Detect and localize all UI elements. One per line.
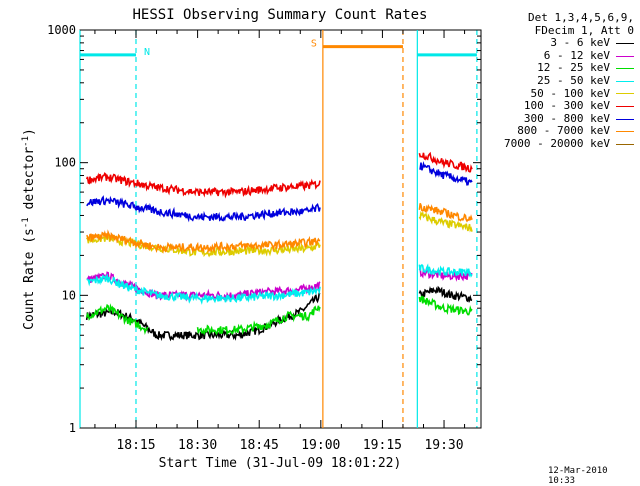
legend-label: 300 - 800 keV — [523, 111, 610, 125]
legend-swatch — [616, 131, 634, 133]
legend-label: 7000 - 20000 keV — [504, 136, 610, 150]
y-tick-label: 10 — [62, 288, 76, 302]
legend-item: 300 - 800 keV — [484, 111, 634, 126]
series-line — [418, 295, 473, 316]
series-line — [418, 263, 473, 278]
series-line — [86, 195, 321, 223]
series-line — [196, 305, 321, 336]
chart-title: HESSI Observing Summary Count Rates — [132, 7, 427, 23]
legend-label: 12 - 25 keV — [537, 61, 610, 75]
legend-item: 25 - 50 keV — [484, 73, 634, 88]
legend-item: 7000 - 20000 keV — [484, 136, 634, 151]
x-tick-label: 18:15 — [116, 438, 155, 453]
legend-item: 6 - 12 keV — [484, 48, 634, 63]
generation-timestamp: 12-Mar-2010 10:33 — [548, 466, 608, 486]
annotation-label: S — [311, 39, 317, 50]
x-tick-label: 19:30 — [424, 438, 463, 453]
annotation-layer: NS — [79, 30, 478, 428]
series-line — [86, 229, 321, 254]
legend-swatch — [616, 68, 634, 70]
legend-label: 100 - 300 keV — [523, 99, 610, 113]
series-layer — [85, 151, 473, 342]
legend-label: 800 - 7000 keV — [517, 124, 610, 138]
legend-swatch — [616, 80, 634, 82]
series-line — [418, 285, 473, 304]
legend-label: 25 - 50 keV — [537, 73, 610, 87]
legend-item: 3 - 6 keV — [484, 37, 634, 50]
tick-layer: 1 10 100 1000 18:15 18:30 18:45 19:00 19:15 19:30 — [47, 23, 481, 453]
plot-frame — [79, 29, 482, 429]
series-line — [418, 151, 473, 173]
legend: Det 1,3,4,5,6,9, FDecim 1, Att 0 3 - 6 k… — [484, 11, 634, 151]
series-line — [419, 160, 473, 186]
annotation-label: N — [144, 47, 150, 58]
legend-swatch — [616, 55, 634, 57]
x-tick-label: 19:00 — [301, 438, 340, 453]
legend-swatch — [616, 42, 634, 44]
legend-header-line-2: FDecim 1, Att 0 — [534, 23, 634, 37]
x-axis-label: Start Time (31-Jul-09 18:01:22) — [159, 456, 402, 471]
legend-swatch — [616, 93, 634, 95]
legend-label: 3 - 6 keV — [550, 36, 610, 50]
x-tick-label: 18:45 — [240, 438, 279, 453]
y-tick-label: 1 — [69, 421, 76, 435]
legend-swatch — [616, 143, 634, 145]
legend-item: 12 - 25 keV — [484, 62, 634, 75]
series-line — [86, 273, 321, 305]
series-line — [86, 271, 321, 302]
legend-label: 6 - 12 keV — [543, 48, 610, 62]
series-line — [85, 172, 321, 199]
y-axis-label: Count Rate (s-1 detector-1) — [21, 128, 37, 330]
series-line — [418, 210, 473, 233]
legend-item: 800 - 7000 keV — [484, 125, 634, 138]
x-tick-label: 19:15 — [363, 438, 402, 453]
legend-item: 50 - 100 keV — [484, 86, 634, 101]
legend-item: 100 - 300 keV — [484, 100, 634, 113]
legend-label: 50 - 100 keV — [530, 86, 610, 100]
series-line — [418, 203, 473, 223]
legend-swatch — [616, 118, 634, 120]
y-tick-label: 100 — [54, 156, 76, 170]
legend-header-line-1: Det 1,3,4,5,6,9, — [528, 11, 634, 24]
legend-swatch — [616, 105, 634, 107]
series-line — [85, 303, 149, 336]
x-tick-label: 18:30 — [178, 438, 217, 453]
y-tick-label: 1000 — [47, 23, 76, 37]
